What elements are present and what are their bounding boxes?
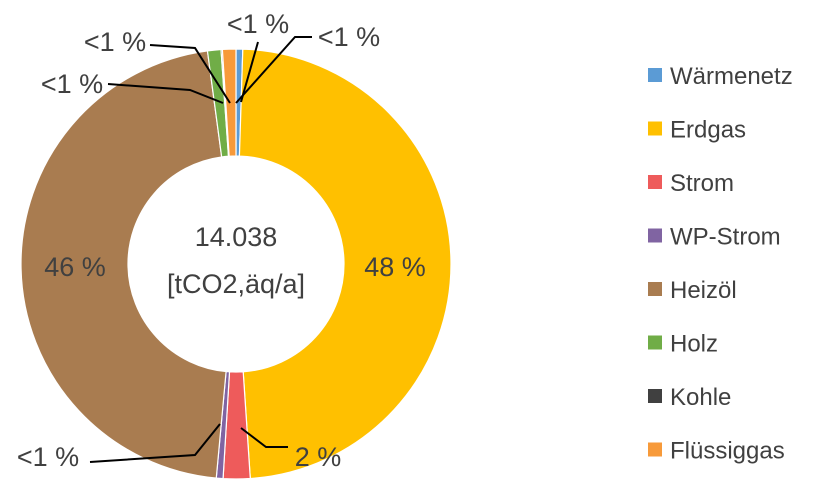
legend-label-erdgas: Erdgas bbox=[670, 117, 746, 144]
legend-label-fluessiggas: Flüssiggas bbox=[670, 438, 785, 465]
leader-lines bbox=[89, 36, 312, 463]
data-label-strom: 2 % bbox=[295, 442, 342, 472]
legend-swatch-fluessiggas bbox=[648, 442, 662, 457]
legend: Wärmenetz Erdgas Strom WP-Strom Heizöl Holz Ko… bbox=[648, 63, 793, 465]
data-labels: <1 % 48 % 2 % <1 % 46 % <1 % <1 % <1 % bbox=[17, 9, 426, 472]
legend-label-wp-strom: WP-Strom bbox=[670, 224, 781, 251]
legend-swatch-wp-strom bbox=[648, 228, 662, 243]
slices-layer bbox=[20, 48, 452, 480]
data-label-kohle: <1 % bbox=[84, 27, 146, 57]
data-label-erdgas: 48 % bbox=[364, 252, 426, 282]
legend-swatch-waermenetz bbox=[648, 68, 662, 82]
data-label-waermenetz: <1 % bbox=[227, 9, 289, 39]
legend-label-heizoel: Heizöl bbox=[670, 277, 737, 304]
donut-hole bbox=[128, 156, 344, 372]
legend-label-kohle: Kohle bbox=[670, 384, 731, 411]
data-label-holz: <1 % bbox=[41, 69, 103, 99]
leader-line-waermenetz bbox=[240, 41, 259, 103]
legend-swatch-erdgas bbox=[648, 121, 662, 136]
legend-swatch-strom bbox=[648, 175, 662, 189]
data-label-heizoel: 46 % bbox=[44, 252, 106, 282]
leader-line-kohle bbox=[149, 44, 231, 104]
leader-line-holz bbox=[107, 83, 224, 104]
leader-line-fluessiggas bbox=[235, 36, 312, 104]
center-total-value: 14.038 bbox=[195, 222, 278, 252]
legend-swatch-holz bbox=[648, 335, 662, 350]
legend-label-strom: Strom bbox=[670, 170, 734, 197]
legend-swatch-kohle bbox=[648, 389, 662, 403]
legend-label-holz: Holz bbox=[670, 331, 718, 358]
center-unit-label: [tCO2,äq/a] bbox=[167, 269, 305, 299]
leader-line-wp-strom bbox=[89, 423, 221, 463]
leader-line-strom bbox=[240, 427, 288, 448]
legend-label-waermenetz: Wärmenetz bbox=[670, 63, 793, 90]
legend-swatch-heizoel bbox=[648, 282, 662, 296]
data-label-wp-strom: <1 % bbox=[17, 442, 79, 472]
data-label-fluessiggas: <1 % bbox=[318, 22, 380, 52]
